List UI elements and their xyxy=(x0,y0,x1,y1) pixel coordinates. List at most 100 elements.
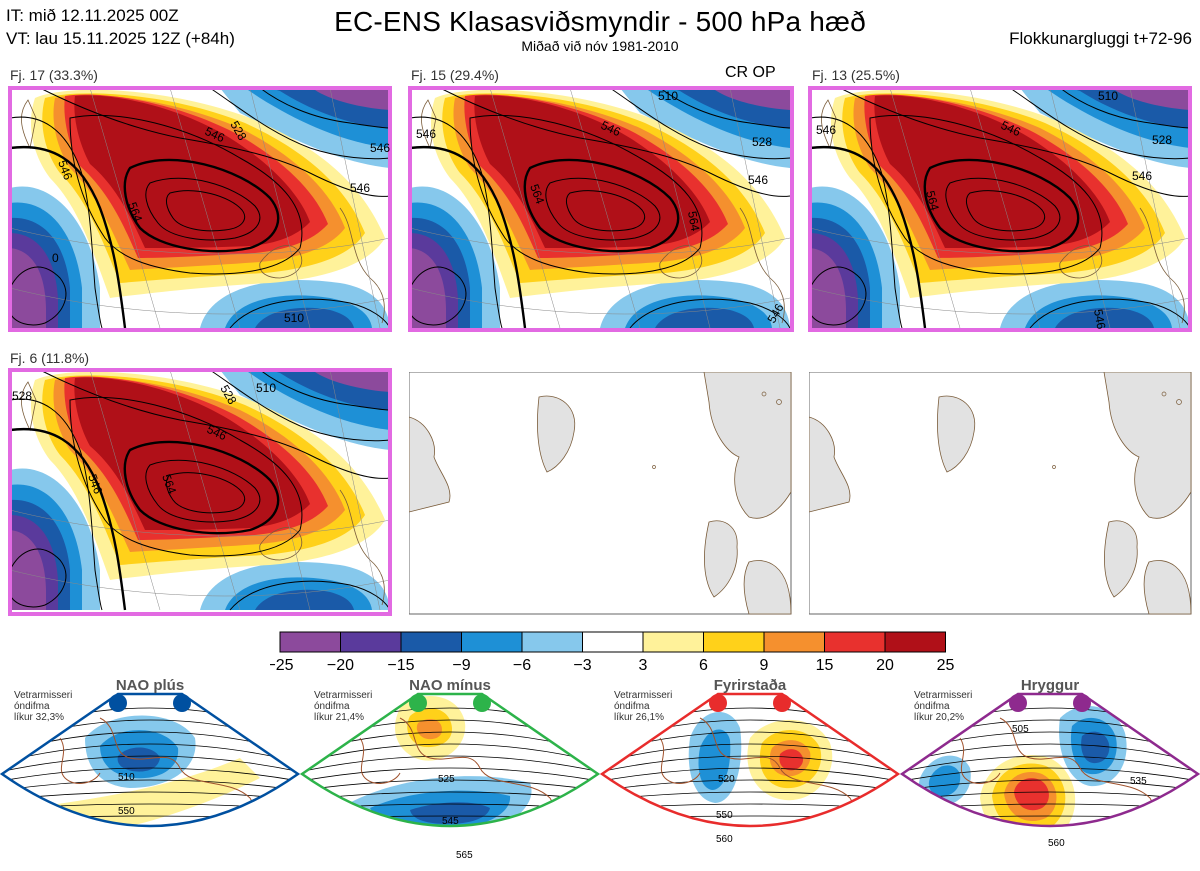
regime-contour-label: 505 xyxy=(1012,724,1029,735)
window-label: Flokkunargluggi t+72-96 xyxy=(1009,29,1192,48)
colorbar-swatch xyxy=(400,631,462,653)
cluster-map-2: 510 528 546 546 546 564 564 546 xyxy=(408,86,794,332)
contour-label: 564 xyxy=(685,210,702,232)
contour-label: 0 xyxy=(52,251,59,265)
contour-label: 546 xyxy=(350,181,370,195)
regime-note: Vetrarmisseri xyxy=(14,690,72,701)
regime-title: NAO plús xyxy=(116,678,184,694)
regime-dot xyxy=(109,694,127,712)
colorbar-swatch xyxy=(521,631,583,653)
regime-dot xyxy=(173,694,191,712)
colorbar-tick: 25 xyxy=(937,657,955,674)
regime-note: óndifma xyxy=(14,701,50,712)
colorbar-swatch xyxy=(642,631,704,653)
colorbar-swatch xyxy=(461,631,523,653)
contour-label: 528 xyxy=(1152,133,1172,147)
colorbar-tick: 9 xyxy=(760,657,769,674)
cr-op-label: CR OP xyxy=(725,64,776,81)
contour-label: 564 xyxy=(159,472,179,496)
cluster-label-4: Fj. 6 (11.8%) xyxy=(10,350,90,366)
contour-label: 546 xyxy=(1091,308,1108,330)
colorbar-swatch xyxy=(824,631,886,653)
colorbar-tick: 6 xyxy=(699,657,708,674)
regime-contour-label: 560 xyxy=(1048,838,1065,849)
regime-contour-label: 525 xyxy=(438,774,455,785)
cluster-map-3: 510 528 546 546 546 564 546 xyxy=(808,86,1192,332)
regime-title: Hryggur xyxy=(1021,678,1080,694)
regime-note: Vetrarmisseri xyxy=(914,690,972,701)
regime-note: óndifma xyxy=(614,701,650,712)
contour-label: 510 xyxy=(256,381,276,395)
regime-fan-outline xyxy=(900,692,1200,828)
header-info: IT: mið 12.11.2025 00Z VT: lau 15.11.202… xyxy=(6,4,235,50)
regime-note: óndifma xyxy=(914,701,950,712)
init-time: IT: mið 12.11.2025 00Z xyxy=(6,6,179,25)
regime-note: Vetrarmisseri xyxy=(314,690,372,701)
regime-note: líkur 26,1% xyxy=(614,712,664,723)
regime-contour-label: 550 xyxy=(716,810,733,821)
regime-dot xyxy=(709,694,727,712)
regime-contour-label: 545 xyxy=(442,816,459,827)
regime-note: líkur 21,4% xyxy=(314,712,364,723)
cluster-map-4: 510 528 546 546 564 528 xyxy=(8,368,392,616)
valid-time: VT: lau 15.11.2025 12Z (+84h) xyxy=(6,29,235,48)
contour-label: 564 xyxy=(527,182,547,206)
colorbar-swatch xyxy=(884,631,946,653)
colorbar-tick: −9 xyxy=(452,657,470,674)
contour-label: 546 xyxy=(816,123,836,137)
colorbar-swatch xyxy=(340,631,402,653)
regime-contour-label: 560 xyxy=(716,834,733,845)
cluster-label-2: Fj. 15 (29.4%) xyxy=(411,67,499,83)
regime-fan-outline xyxy=(0,692,300,828)
colorbar: −25 −20 −15 −9 −6 −3 3 6 9 15 20 25 xyxy=(270,631,955,674)
colorbar-tick: 20 xyxy=(876,657,894,674)
contour-label: 528 xyxy=(12,389,32,403)
regime-fan-outline xyxy=(300,692,600,828)
colorbar-tick: −15 xyxy=(387,657,414,674)
contour-label: 564 xyxy=(125,200,145,224)
colorbar-swatch xyxy=(279,631,341,653)
regime-note: líkur 32,3% xyxy=(14,712,64,723)
colorbar-tick: 3 xyxy=(639,657,648,674)
regime-dot xyxy=(1009,694,1027,712)
contour-label: 546 xyxy=(55,158,75,182)
regime-dot xyxy=(409,694,427,712)
cluster-label-1: Fj. 17 (33.3%) xyxy=(10,67,98,83)
contour-label: 564 xyxy=(923,189,942,212)
regime-contour-label: 565 xyxy=(456,850,473,861)
regime-contour-label: 510 xyxy=(118,772,135,783)
colorbar-swatch xyxy=(703,631,765,653)
contour-label: 528 xyxy=(752,135,772,149)
regime-contour-label: 520 xyxy=(718,774,735,785)
cluster-label-3: Fj. 13 (25.5%) xyxy=(812,67,900,83)
colorbar-tick: −3 xyxy=(573,657,591,674)
contour-label: 546 xyxy=(1132,169,1152,183)
colorbar-tick: 15 xyxy=(816,657,834,674)
blank-map-1 xyxy=(409,372,792,615)
colorbar-tick: −20 xyxy=(327,657,354,674)
contour-label: 510 xyxy=(1098,89,1118,103)
regime-dot xyxy=(473,694,491,712)
page-title: EC-ENS Klasasviðsmyndir - 500 hPa hæð xyxy=(334,6,866,37)
regime-dot xyxy=(773,694,791,712)
cluster-map-1: 528 546 546 546 564 546 510 0 xyxy=(8,86,392,332)
page-subtitle: Miðað við nóv 1981-2010 xyxy=(521,38,679,54)
colorbar-tick: −25 xyxy=(270,657,294,674)
contour-label: 546 xyxy=(748,173,768,187)
contour-label: 510 xyxy=(284,311,304,325)
contour-label: 546 xyxy=(370,141,390,155)
regime-title: NAO mínus xyxy=(409,678,491,694)
contour-label: 510 xyxy=(658,89,678,103)
regime-contour-label: 550 xyxy=(118,806,135,817)
contour-label: 546 xyxy=(416,127,436,141)
regime-dot xyxy=(1073,694,1091,712)
colorbar-swatch xyxy=(582,631,644,653)
regime-note: Vetrarmisseri xyxy=(614,690,672,701)
regime-title: Fyrirstaða xyxy=(714,678,787,694)
regime-note: óndifma xyxy=(314,701,350,712)
colorbar-swatch xyxy=(763,631,825,653)
